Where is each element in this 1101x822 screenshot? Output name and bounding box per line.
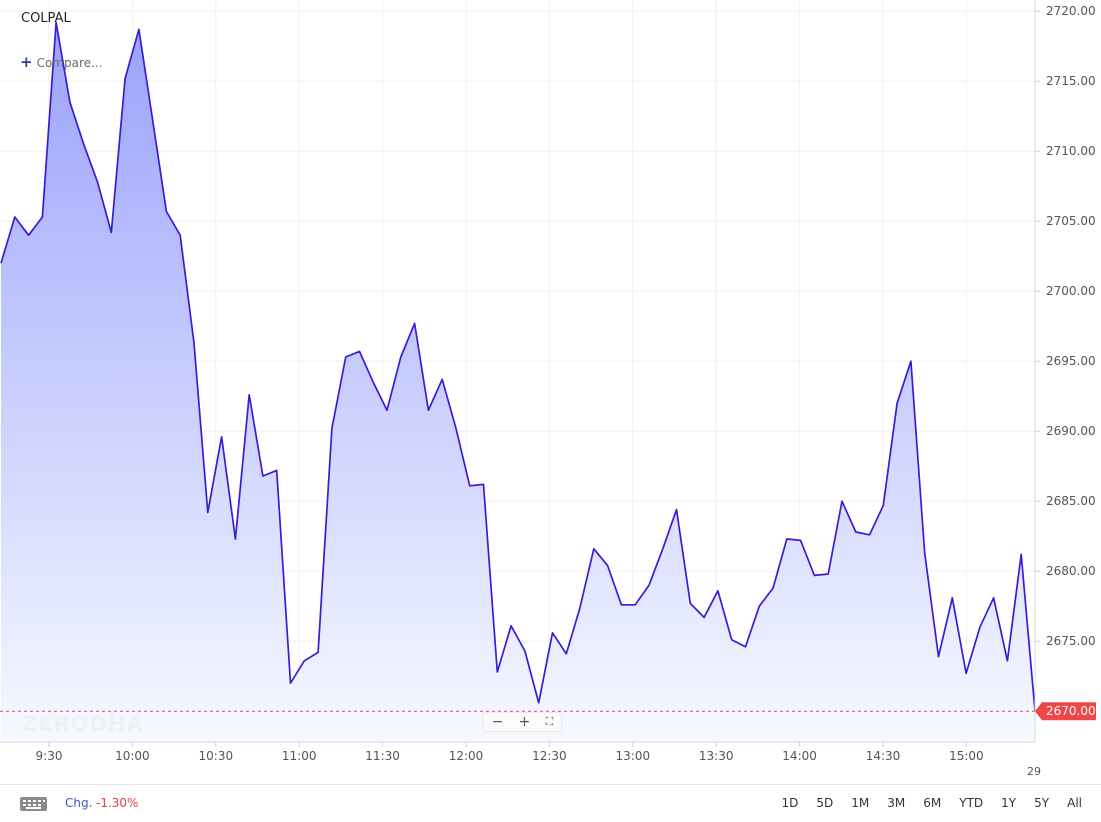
zoom-out-button[interactable]: − bbox=[491, 714, 504, 730]
range-1y[interactable]: 1Y bbox=[1001, 796, 1017, 810]
y-axis: 2675.00 2680.00 2685.00 2690.00 2695.00 2700.… bbox=[1035, 4, 1096, 648]
last-price-label: 2670.00 bbox=[1046, 704, 1096, 718]
y-tick-label: 2680.00 bbox=[1046, 564, 1096, 578]
y-tick-label: 2690.00 bbox=[1046, 424, 1096, 438]
change-label: Chg. bbox=[65, 796, 93, 810]
y-tick-label: 2675.00 bbox=[1046, 634, 1096, 648]
y-tick-label: 2715.00 bbox=[1046, 74, 1096, 88]
x-axis: 9:30 10:00 10:30 11:00 11:30 12:00 12:30 13:00 1… bbox=[36, 742, 984, 763]
range-selector: 1D 5D 1M 3M 6M YTD 1Y 5Y All bbox=[782, 796, 1082, 810]
range-5y[interactable]: 5Y bbox=[1034, 796, 1050, 810]
zerodha-watermark: ZERODHA bbox=[22, 712, 144, 736]
range-6m[interactable]: 6M bbox=[923, 796, 942, 810]
price-chart[interactable]: 2675.00 2680.00 2685.00 2690.00 2695.00 2700.… bbox=[0, 0, 1101, 784]
x-tick-label: 14:00 bbox=[782, 749, 817, 763]
x-tick-label: 12:30 bbox=[532, 749, 567, 763]
price-area bbox=[1, 22, 1035, 742]
keyboard-icon[interactable] bbox=[20, 797, 47, 811]
range-all[interactable]: All bbox=[1067, 796, 1082, 810]
range-5d[interactable]: 5D bbox=[816, 796, 834, 810]
symbol-title: COLPAL bbox=[21, 11, 71, 26]
x-tick-label: 11:00 bbox=[282, 749, 317, 763]
compare-label: Compare... bbox=[36, 56, 103, 70]
x-tick-label: 12:00 bbox=[449, 749, 484, 763]
x-tick-label: 11:30 bbox=[365, 749, 400, 763]
range-1d[interactable]: 1D bbox=[781, 796, 799, 810]
x-tick-label: 14:30 bbox=[866, 749, 901, 763]
x-tick-label: 15:00 bbox=[949, 749, 984, 763]
x-tick-label: 9:30 bbox=[36, 749, 63, 763]
y-tick-label: 2695.00 bbox=[1046, 354, 1096, 368]
bottom-toolbar: Chg. -1.30% 1D 5D 1M 3M 6M YTD 1Y 5Y All bbox=[0, 784, 1101, 822]
y-tick-label: 2685.00 bbox=[1046, 494, 1096, 508]
fullscreen-icon[interactable]: ⛶ bbox=[545, 715, 554, 728]
price-line bbox=[0, 21, 1036, 712]
last-price-badge: 2670.00 bbox=[1035, 702, 1096, 721]
compare-button[interactable]: + Compare... bbox=[20, 53, 102, 71]
y-tick-label: 2700.00 bbox=[1046, 284, 1096, 298]
last-price-badge-shape bbox=[1035, 702, 1096, 721]
x-tick-label: 13:30 bbox=[699, 749, 734, 763]
range-1m[interactable]: 1M bbox=[851, 796, 870, 810]
zoom-controls: − + ⛶ bbox=[483, 712, 562, 732]
y-tick-label: 2720.00 bbox=[1046, 4, 1096, 18]
x-tick-label: 13:00 bbox=[616, 749, 651, 763]
y-tick-label: 2710.00 bbox=[1046, 144, 1096, 158]
range-3m[interactable]: 3M bbox=[887, 796, 906, 810]
plus-icon: + bbox=[20, 53, 33, 71]
x-tick-label: 10:30 bbox=[199, 749, 234, 763]
x-tick-label: 10:00 bbox=[115, 749, 150, 763]
y-tick-label: 2705.00 bbox=[1046, 214, 1096, 228]
zoom-in-button[interactable]: + bbox=[518, 714, 531, 730]
range-ytd[interactable]: YTD bbox=[959, 796, 984, 810]
change-value: -1.30% bbox=[96, 796, 139, 810]
date-label: 29 bbox=[1027, 765, 1041, 778]
